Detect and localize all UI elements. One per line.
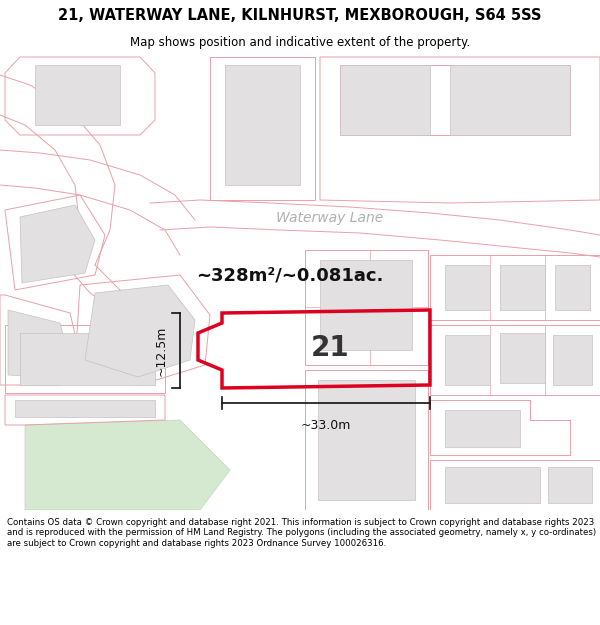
Polygon shape (20, 333, 155, 385)
Polygon shape (445, 265, 490, 310)
Polygon shape (445, 410, 520, 447)
Polygon shape (553, 335, 592, 385)
Polygon shape (85, 285, 195, 377)
Polygon shape (450, 65, 570, 135)
Polygon shape (320, 260, 412, 350)
Text: Map shows position and indicative extent of the property.: Map shows position and indicative extent… (130, 36, 470, 49)
Text: ~328m²/~0.081ac.: ~328m²/~0.081ac. (196, 266, 383, 284)
Text: Contains OS data © Crown copyright and database right 2021. This information is : Contains OS data © Crown copyright and d… (7, 518, 596, 548)
Polygon shape (500, 333, 545, 383)
Polygon shape (555, 265, 590, 310)
Polygon shape (15, 400, 155, 417)
Polygon shape (225, 65, 300, 185)
Polygon shape (8, 310, 68, 377)
Polygon shape (445, 467, 540, 503)
Text: 21, WATERWAY LANE, KILNHURST, MEXBOROUGH, S64 5SS: 21, WATERWAY LANE, KILNHURST, MEXBOROUGH… (58, 8, 542, 23)
Polygon shape (445, 335, 490, 385)
Polygon shape (318, 380, 415, 500)
Polygon shape (25, 420, 230, 510)
Polygon shape (35, 65, 120, 125)
Text: 21: 21 (311, 334, 349, 362)
Text: Waterway Lane: Waterway Lane (277, 211, 383, 225)
Polygon shape (20, 205, 95, 283)
Polygon shape (340, 65, 430, 135)
Text: ~33.0m: ~33.0m (301, 419, 351, 432)
Polygon shape (500, 265, 545, 310)
Polygon shape (548, 467, 592, 503)
Text: ~12.5m: ~12.5m (155, 325, 168, 376)
